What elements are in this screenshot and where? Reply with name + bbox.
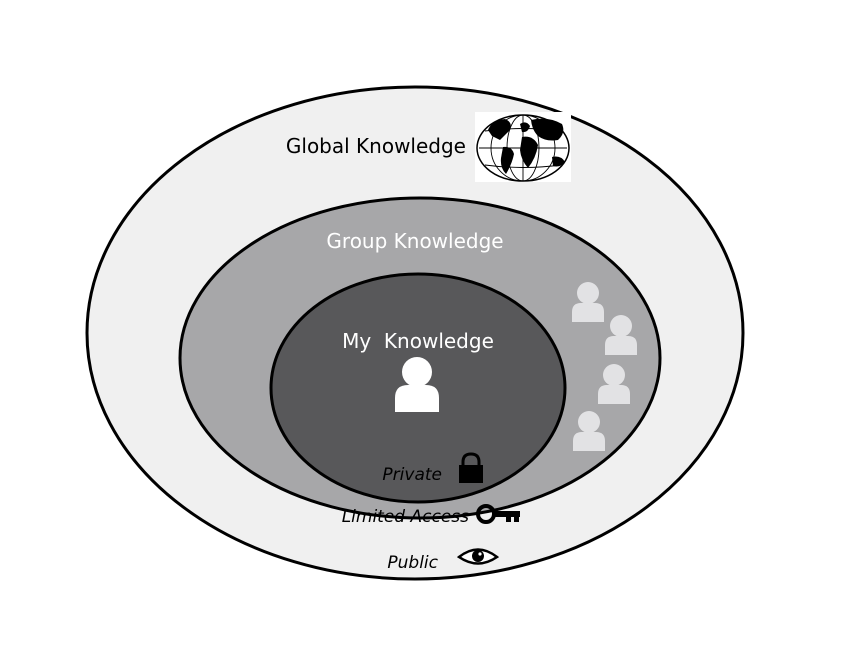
group-person-icon: [598, 364, 630, 404]
group-knowledge-label: Group Knowledge: [326, 229, 503, 253]
eye-icon: [456, 548, 500, 565]
group-person-icon: [573, 411, 605, 451]
globe-icon: [475, 112, 571, 182]
group-people-icon: [572, 282, 637, 451]
global-knowledge-label: Global Knowledge: [286, 134, 466, 158]
lock-icon: [459, 452, 483, 483]
public-label: Public: [387, 553, 438, 573]
my-knowledge-label: My Knowledge: [342, 329, 494, 353]
group-person-icon: [605, 315, 637, 355]
limited-access-label: Limited Access: [342, 507, 469, 527]
key-icon: [476, 504, 520, 524]
private-label: Private: [382, 465, 442, 485]
group-person-icon: [572, 282, 604, 322]
person-icon: [395, 357, 439, 412]
